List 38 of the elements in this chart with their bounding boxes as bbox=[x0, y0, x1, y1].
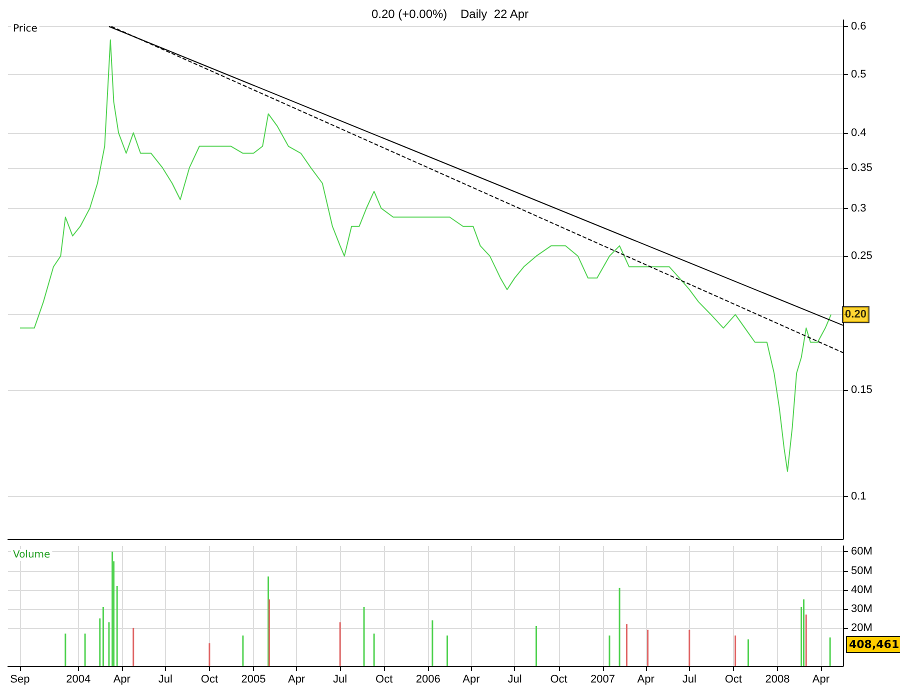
y-tick-label: 30M bbox=[851, 602, 872, 615]
x-tick-label: Oct bbox=[724, 674, 742, 686]
y-tick-label: 0.3 bbox=[851, 202, 866, 214]
y-tick-label: 0.5 bbox=[851, 68, 866, 80]
x-tick-label: Apr bbox=[288, 674, 306, 686]
x-tick-label: Jul bbox=[508, 674, 522, 686]
x-tick-label: Apr bbox=[637, 674, 655, 686]
line-series bbox=[19, 39, 832, 472]
y-tick-label: 0.35 bbox=[851, 162, 872, 174]
x-tick-label: Apr bbox=[113, 674, 131, 686]
x-tick-label: Jul bbox=[333, 674, 348, 686]
x-tick-label: 2004 bbox=[66, 674, 91, 686]
y-tick-label: 0.1 bbox=[851, 490, 866, 502]
x-tick-label: Oct bbox=[376, 674, 393, 686]
x-tick-label: Sep bbox=[10, 674, 30, 686]
x-tick-label: 2006 bbox=[416, 674, 440, 686]
y-tick-label: 0.25 bbox=[851, 250, 872, 262]
y-tick-label: 20M bbox=[851, 622, 872, 634]
x-tick-label: Jul bbox=[158, 674, 172, 686]
text: 408,461 bbox=[846, 636, 900, 653]
y-tick-label: 40M bbox=[851, 584, 872, 596]
x-tick-label: Apr bbox=[812, 674, 830, 686]
chart-title: 0.20 (+0.00%) Daily 22 Apr bbox=[371, 7, 529, 21]
y-tick-label: 0.6 bbox=[851, 20, 866, 32]
y-axis-title: Volume bbox=[13, 550, 50, 560]
annotation: 0.20 bbox=[845, 308, 866, 321]
y-axis-title: Price bbox=[13, 24, 38, 34]
x-tick-label: 2005 bbox=[241, 674, 266, 686]
x-tick-label: 2007 bbox=[590, 674, 616, 686]
y-tick-label: 50M bbox=[851, 564, 872, 577]
x-tick-label: Jul bbox=[682, 674, 696, 686]
y-tick-label: 60M bbox=[851, 546, 872, 558]
x-tick-label: Oct bbox=[200, 674, 218, 686]
x-tick-label: Apr bbox=[462, 674, 480, 686]
x-tick-label: Oct bbox=[550, 674, 568, 686]
x-tick-label: 2008 bbox=[765, 674, 790, 686]
y-tick-label: 0.15 bbox=[851, 384, 872, 396]
y-tick-label: 0.4 bbox=[851, 126, 866, 139]
